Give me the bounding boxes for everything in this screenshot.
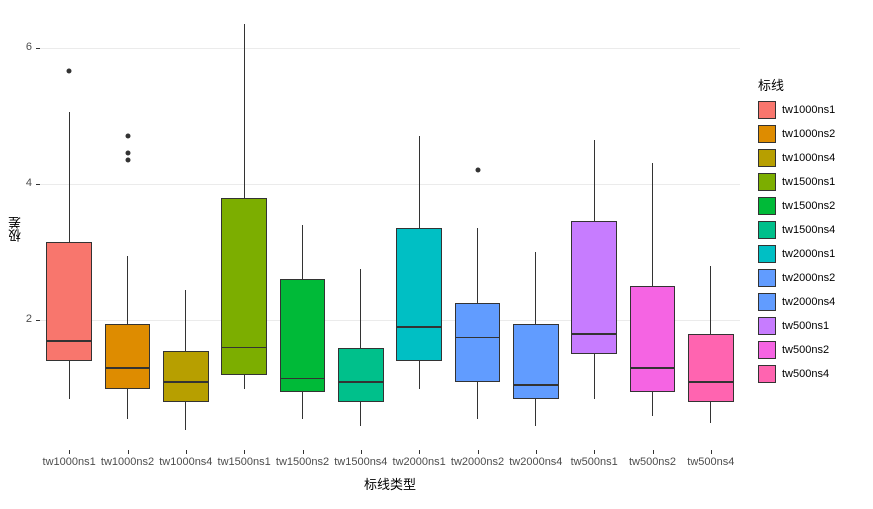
legend-item: tw1500ns2 — [758, 194, 835, 218]
x-tick-label: tw500ns2 — [629, 456, 676, 468]
box-tw1000ns1 — [46, 242, 92, 361]
outlier — [125, 151, 130, 156]
y-tick-label: 4 — [26, 177, 32, 189]
x-tick-label: tw2000ns1 — [393, 456, 446, 468]
legend-key-icon — [758, 149, 776, 167]
x-tick-label: tw500ns1 — [571, 456, 618, 468]
outlier — [125, 158, 130, 163]
box-tw500ns2 — [630, 286, 676, 392]
legend-label: tw1000ns1 — [782, 104, 835, 116]
legend-key-icon — [758, 341, 776, 359]
legend: 标线 tw1000ns1 tw1000ns2 tw1000ns4 tw1500ns1 t… — [758, 75, 835, 386]
legend-item: tw500ns2 — [758, 338, 835, 362]
outlier — [475, 168, 480, 173]
legend-key-icon — [758, 221, 776, 239]
legend-label: tw2000ns4 — [782, 296, 835, 308]
outlier — [67, 69, 72, 74]
legend-key-icon — [758, 269, 776, 287]
legend-label: tw1500ns2 — [782, 200, 835, 212]
y-tick-label: 6 — [26, 41, 32, 53]
legend-label: tw500ns4 — [782, 368, 829, 380]
legend-item: tw500ns4 — [758, 362, 835, 386]
legend-key-icon — [758, 245, 776, 263]
legend-label: tw1000ns4 — [782, 152, 835, 164]
legend-item: tw1500ns1 — [758, 170, 835, 194]
x-tick-label: tw1500ns1 — [218, 456, 271, 468]
outlier — [125, 134, 130, 139]
box-tw2000ns2 — [455, 303, 501, 381]
x-tick-label: tw1000ns4 — [159, 456, 212, 468]
legend-label: tw2000ns2 — [782, 272, 835, 284]
x-tick-label: tw1500ns4 — [334, 456, 387, 468]
boxplot-chart: 2 4 6 tw1000ns1 tw1000ns2 tw1000ns4 tw1500ns1… — [0, 0, 873, 509]
legend-key-icon — [758, 317, 776, 335]
legend-key-icon — [758, 197, 776, 215]
x-tick-label: tw2000ns4 — [509, 456, 562, 468]
box-tw1500ns2 — [280, 279, 326, 392]
legend-label: tw500ns2 — [782, 344, 829, 356]
legend-item: tw2000ns2 — [758, 266, 835, 290]
box-tw2000ns1 — [396, 228, 442, 361]
legend-label: tw1500ns4 — [782, 224, 835, 236]
legend-key-icon — [758, 293, 776, 311]
legend-key-icon — [758, 173, 776, 191]
legend-item: tw2000ns4 — [758, 290, 835, 314]
box-tw2000ns4 — [513, 324, 559, 399]
x-tick-label: tw1500ns2 — [276, 456, 329, 468]
y-axis-title: 极差 — [6, 216, 25, 242]
x-tick-label: tw500ns4 — [687, 456, 734, 468]
legend-key-icon — [758, 365, 776, 383]
legend-key-icon — [758, 101, 776, 119]
box-tw1000ns2 — [105, 324, 151, 389]
legend-item: tw1000ns1 — [758, 98, 835, 122]
box-tw1500ns4 — [338, 348, 384, 403]
x-tick-label: tw2000ns2 — [451, 456, 504, 468]
legend-item: tw1000ns2 — [758, 122, 835, 146]
y-tick-label: 2 — [26, 313, 32, 325]
x-tick-label: tw1000ns2 — [101, 456, 154, 468]
x-tick-label: tw1000ns1 — [43, 456, 96, 468]
legend-item: tw1000ns4 — [758, 146, 835, 170]
legend-title: 标线 — [758, 75, 835, 94]
legend-item: tw2000ns1 — [758, 242, 835, 266]
legend-label: tw1500ns1 — [782, 176, 835, 188]
legend-label: tw1000ns2 — [782, 128, 835, 140]
legend-item: tw500ns1 — [758, 314, 835, 338]
legend-key-icon — [758, 125, 776, 143]
legend-label: tw500ns1 — [782, 320, 829, 332]
box-tw1000ns4 — [163, 351, 209, 402]
x-axis-title: 标线类型 — [364, 474, 416, 493]
legend-label: tw2000ns1 — [782, 248, 835, 260]
legend-item: tw1500ns4 — [758, 218, 835, 242]
box-tw500ns4 — [688, 334, 734, 402]
